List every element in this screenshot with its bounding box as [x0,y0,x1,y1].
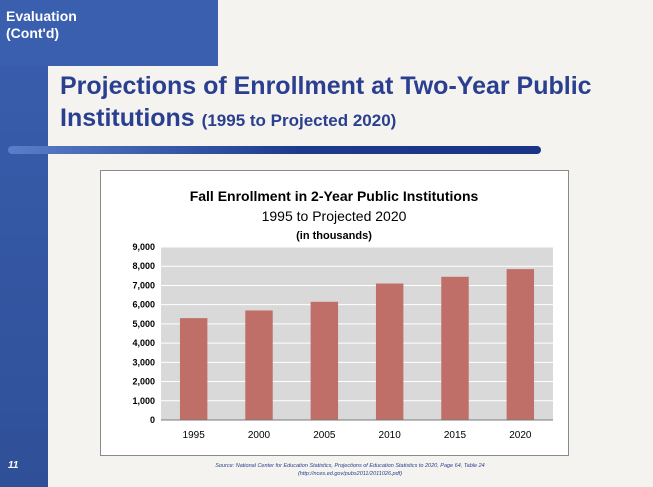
y-tick-label: 2,000 [132,377,155,387]
page-number: 11 [8,460,19,471]
x-tick-label: 2010 [379,430,402,441]
bar [179,318,208,420]
source-line-2: (http://nces.ed.gov/pubs2011/2011026.pdf… [297,471,403,477]
enrollment-bar-chart: Fall Enrollment in 2-Year Public Institu… [132,188,553,441]
title-underline-bar [8,146,541,154]
plot-area: 0 1,000 2,000 3,000 4,000 5,000 6,000 7,000 8,00… [132,242,553,441]
bar [506,269,535,420]
y-tick-label: 3,000 [132,357,155,367]
slide-title-text: Projections of Enrollment at Two-Year Pu… [60,72,592,132]
bar [310,301,339,420]
y-tick-label: 5,000 [132,319,155,329]
plot-background [161,247,553,420]
x-tick-label: 2020 [509,430,532,441]
chart-unit-note: (in thousands) [296,230,372,242]
chart-title: Fall Enrollment in 2-Year Public Institu… [190,188,479,204]
source-line-1: Source: National Center for Education St… [215,463,485,469]
y-tick-label: 1,000 [132,396,155,406]
x-tick-label: 1995 [183,430,206,441]
y-tick-label: 9,000 [132,242,155,252]
slide-title-range: (1995 to Projected 2020) [201,111,397,130]
section-label: Evaluation (Cont'd) [6,8,77,41]
y-tick-label: 6,000 [132,300,155,310]
bar [441,276,469,420]
chart-container: Fall Enrollment in 2-Year Public Institu… [100,170,569,456]
section-header: Evaluation (Cont'd) [0,0,218,66]
x-tick-label: 2000 [248,430,271,441]
y-tick-label: 0 [150,415,155,425]
x-tick-label: 2005 [313,430,336,441]
sidebar-stripe [0,0,48,487]
bar [375,283,404,420]
y-tick-label: 8,000 [132,261,155,271]
y-tick-label: 7,000 [132,280,155,290]
source-citation: Source: National Center for Education St… [120,462,580,478]
y-tick-label: 4,000 [132,338,155,348]
bar [245,310,273,420]
x-tick-label: 2015 [444,430,467,441]
slide-title: Projections of Enrollment at Two-Year Pu… [60,70,630,137]
chart-subtitle: 1995 to Projected 2020 [262,208,407,224]
